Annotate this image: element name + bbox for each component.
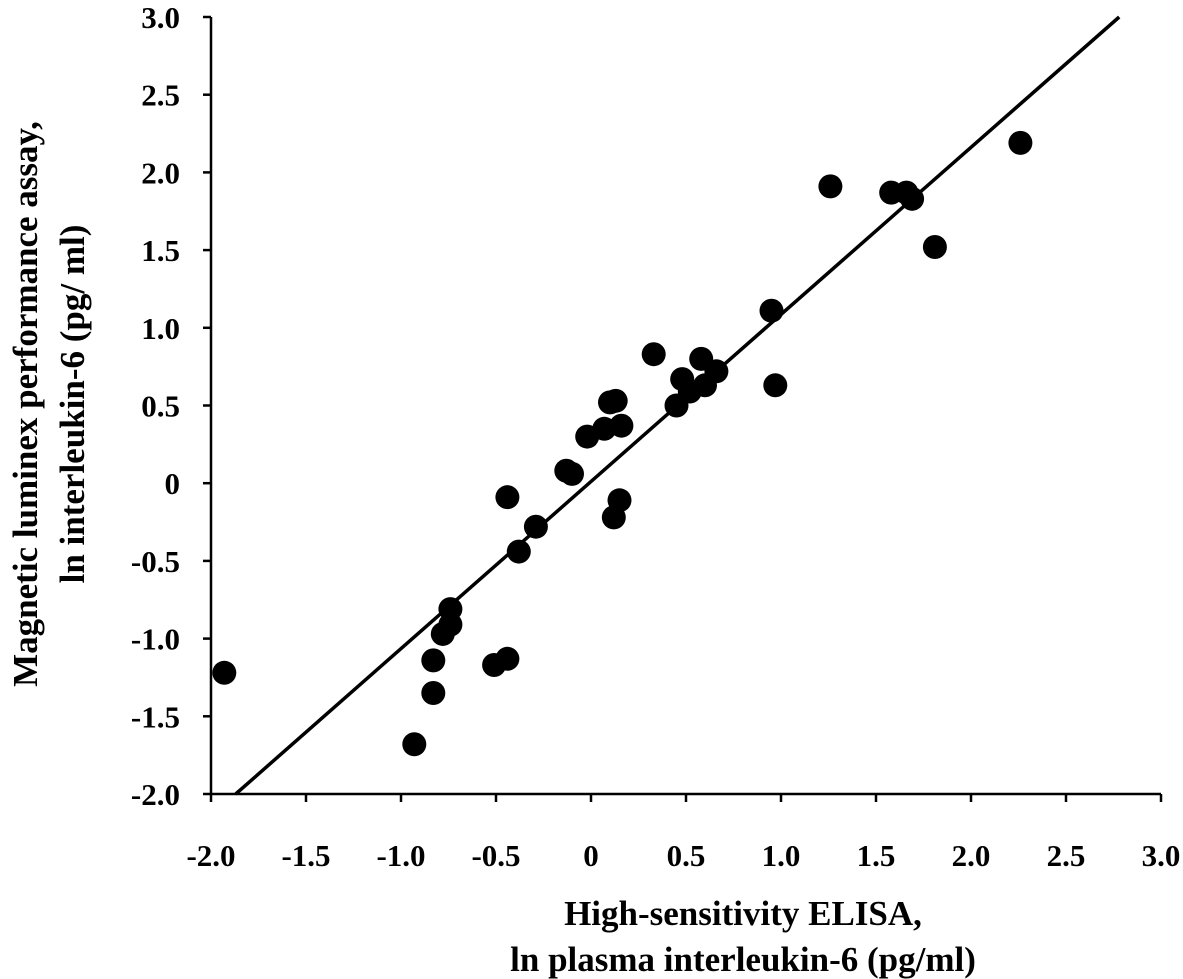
data-point [402, 732, 427, 757]
x-tick-label: -2.0 [186, 838, 235, 873]
y-tick-label: -1.0 [131, 622, 180, 657]
x-tick-label: 1.5 [857, 838, 896, 873]
y-tick-label: 1.0 [141, 311, 180, 346]
x-tick-label: 0 [583, 838, 599, 873]
x-tick-label: 2.5 [1047, 838, 1086, 873]
data-point [900, 186, 925, 211]
y-tick-label: 2.5 [141, 78, 180, 113]
x-tick-labels: -2.0 -1.5 -1.0 -0.5 0 0.5 1.0 1.5 2.0 2.5 3.0 [186, 838, 1180, 873]
data-point [495, 646, 520, 671]
x-tick-label: 2.0 [952, 838, 991, 873]
y-tick-label: 3.0 [141, 0, 180, 35]
data-point [609, 413, 634, 438]
data-point [421, 648, 446, 673]
data-point [607, 488, 632, 513]
data-point [506, 539, 531, 564]
data-point [603, 388, 628, 413]
data-point [438, 597, 463, 622]
data-point [818, 174, 843, 199]
x-axis-title: High-sensitivity ELISA, ln plasma interl… [510, 894, 976, 979]
data-point [421, 680, 446, 705]
data-point [763, 373, 788, 398]
x-tick-label: -1.5 [281, 838, 330, 873]
data-point [704, 359, 729, 384]
y-tick-label: 1.5 [141, 233, 180, 268]
y-axis-title: Magnetic luminex performance assay, ln i… [6, 121, 92, 687]
x-tick-label: -0.5 [471, 838, 520, 873]
x-tick-label: -1.0 [376, 838, 425, 873]
y-tick-label: -0.5 [131, 544, 180, 579]
x-tick-label: 3.0 [1142, 838, 1181, 873]
data-point [212, 660, 237, 685]
x-tick-label: 1.0 [762, 838, 801, 873]
y-tick-labels: -2.0 -1.5 -1.0 -0.5 0 0.5 1.0 1.5 2.0 2.5 3.0 [131, 0, 180, 812]
x-tick-label: 0.5 [667, 838, 706, 873]
y-tick-label: -1.5 [131, 699, 180, 734]
data-point [641, 342, 666, 367]
y-tick-label: 2.0 [141, 155, 180, 190]
y-tick-label: -2.0 [131, 777, 180, 812]
y-tick-label: 0 [165, 466, 181, 501]
y-axis-title-line-1: Magnetic luminex performance assay, [6, 121, 45, 687]
axes [203, 15, 1163, 802]
data-points [212, 130, 1033, 757]
data-point [560, 461, 584, 486]
data-point [523, 514, 548, 539]
data-point [1008, 130, 1033, 155]
y-axis-title-line-2: ln interleukin-6 (pg/ ml) [53, 225, 92, 584]
data-point [495, 485, 520, 510]
data-point [922, 234, 947, 259]
x-axis-title-line-2: ln plasma interleukin-6 (pg/ml) [510, 940, 976, 979]
y-tick-label: 0.5 [141, 389, 180, 424]
x-axis-title-line-1: High-sensitivity ELISA, [564, 894, 922, 933]
data-point [759, 298, 784, 323]
